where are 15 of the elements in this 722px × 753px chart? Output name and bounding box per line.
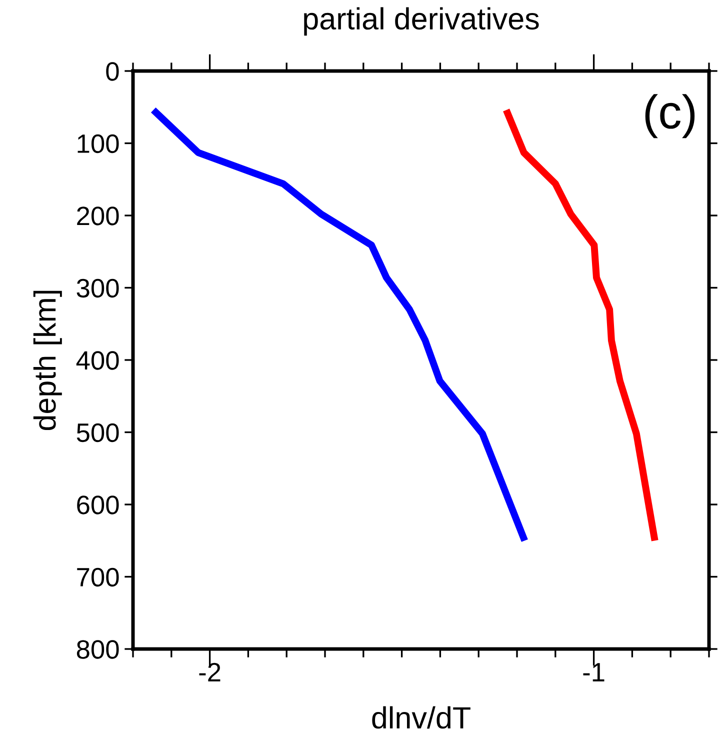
y-tick-label: 300 [76, 278, 119, 298]
y-tick-label: 200 [77, 206, 119, 226]
y-tick-label: 800 [76, 640, 119, 659]
y-tick-label: 600 [77, 496, 119, 514]
y-tick-label: 100 [78, 134, 119, 154]
y-tick-label: 500 [76, 423, 119, 442]
x-tick-label: -2 [199, 662, 220, 682]
y-tick-label: 700 [77, 568, 119, 587]
x-axis-title: dlnv/dT [372, 706, 470, 729]
y-tick-label: 0 [106, 62, 119, 81]
y-axis-title: depth [km] [33, 290, 62, 430]
y-tick-label: 400 [76, 351, 119, 370]
chart-title: partial derivatives [304, 7, 539, 36]
annotation: (c) [645, 94, 695, 138]
x-tick-label: -1 [583, 663, 604, 682]
